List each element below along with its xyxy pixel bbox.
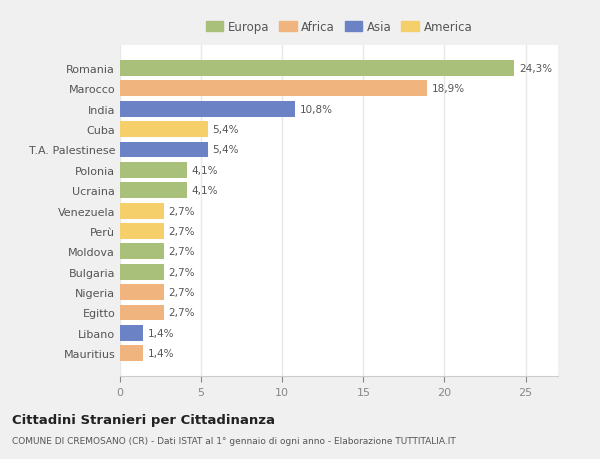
- Text: 2,7%: 2,7%: [169, 206, 195, 216]
- Bar: [120, 224, 164, 240]
- Text: 2,7%: 2,7%: [169, 247, 195, 257]
- Bar: [120, 122, 208, 138]
- Bar: [120, 162, 187, 179]
- Text: 24,3%: 24,3%: [519, 64, 552, 74]
- Text: Cittadini Stranieri per Cittadinanza: Cittadini Stranieri per Cittadinanza: [12, 413, 275, 426]
- Legend: Europa, Africa, Asia, America: Europa, Africa, Asia, America: [203, 19, 475, 36]
- Text: 2,7%: 2,7%: [169, 226, 195, 236]
- Text: 1,4%: 1,4%: [148, 348, 174, 358]
- Text: 10,8%: 10,8%: [300, 105, 333, 114]
- Text: 2,7%: 2,7%: [169, 287, 195, 297]
- Bar: [120, 325, 143, 341]
- Bar: [120, 142, 208, 158]
- Bar: [120, 101, 295, 118]
- Text: 2,7%: 2,7%: [169, 267, 195, 277]
- Text: 4,1%: 4,1%: [191, 166, 218, 175]
- Text: COMUNE DI CREMOSANO (CR) - Dati ISTAT al 1° gennaio di ogni anno - Elaborazione : COMUNE DI CREMOSANO (CR) - Dati ISTAT al…: [12, 436, 456, 445]
- Bar: [120, 285, 164, 300]
- Bar: [120, 244, 164, 260]
- Bar: [120, 81, 427, 97]
- Text: 2,7%: 2,7%: [169, 308, 195, 318]
- Bar: [120, 61, 514, 77]
- Bar: [120, 346, 143, 361]
- Text: 5,4%: 5,4%: [212, 145, 239, 155]
- Text: 4,1%: 4,1%: [191, 186, 218, 196]
- Text: 5,4%: 5,4%: [212, 125, 239, 135]
- Bar: [120, 203, 164, 219]
- Bar: [120, 264, 164, 280]
- Text: 18,9%: 18,9%: [431, 84, 464, 94]
- Text: 1,4%: 1,4%: [148, 328, 174, 338]
- Bar: [120, 183, 187, 199]
- Bar: [120, 305, 164, 321]
